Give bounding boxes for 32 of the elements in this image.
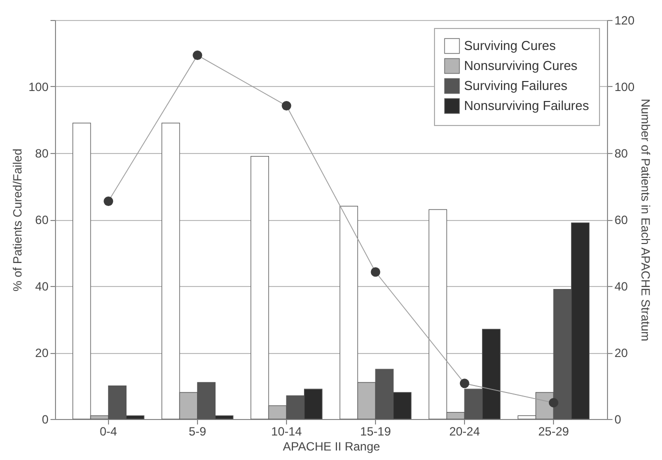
point [548,398,558,408]
x-axis-title: APACHE II Range [282,440,380,454]
x-tick-label: 10-14 [271,424,302,438]
x-tick-label: 20-24 [449,424,480,438]
point [104,196,114,206]
y-tick-label: 100 [28,80,49,94]
y2-tick-label: 40 [614,280,628,294]
y-tick-label: 80 [35,146,49,160]
point [192,50,202,60]
y2-tick-label: 60 [614,213,628,227]
y2-tick-label: 20 [614,346,628,360]
point [282,101,292,111]
y-tick-label: 40 [35,280,49,294]
legend-label: Surviving Cures [464,38,556,53]
legend-label: Nonsurviving Cures [464,58,578,73]
y2-axis-title: Number of Patients in Each APACHE Stratum [638,98,653,342]
point [460,378,470,388]
x-tick-label: 15-19 [360,424,392,438]
legend-label: Surviving Failures [464,78,568,93]
y2-tick-label: 0 [614,412,622,426]
legend-label: Nonsurviving Failures [464,98,590,113]
x-tick-label: 5-9 [188,424,206,438]
point [370,267,380,277]
y2-tick-label: 120 [614,14,635,28]
y2-tick-label: 100 [614,80,635,94]
y-tick-label: 0 [42,412,49,426]
y-tick-label: 60 [35,213,49,227]
y-tick-label: 20 [35,346,49,360]
y2-tick-label: 80 [614,146,628,160]
y-axis-title: % of Patients Cured/Failed [10,148,24,292]
x-tick-label: 0-4 [100,424,118,438]
x-tick-label: 25-29 [538,424,570,438]
